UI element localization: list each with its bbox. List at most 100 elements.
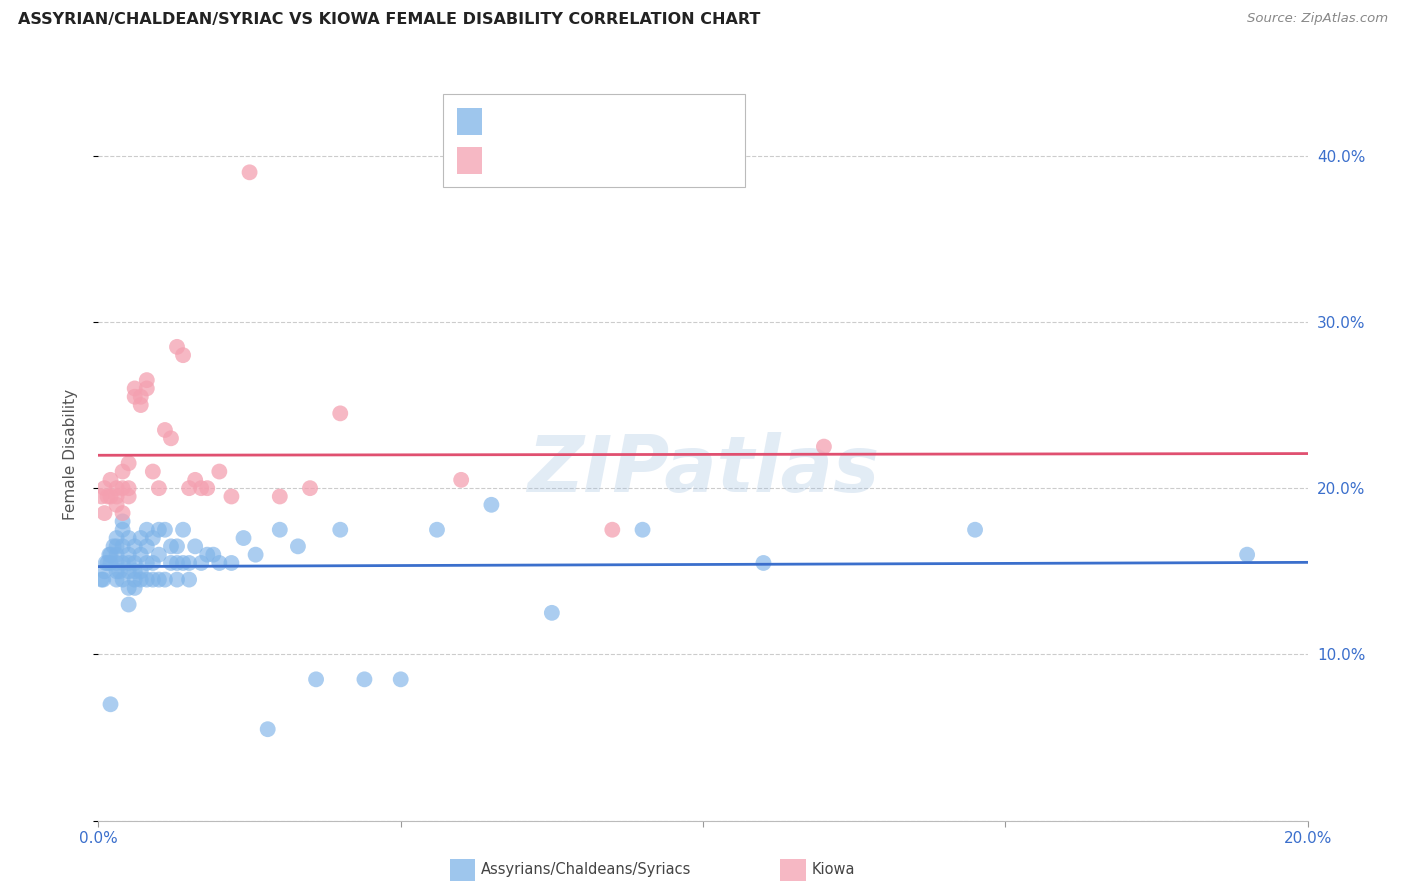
- Point: [96, 490, 118, 504]
- Point: [111, 515, 134, 529]
- Point: [111, 465, 134, 479]
- Point: [202, 548, 225, 562]
- Point: [153, 523, 176, 537]
- Point: [135, 523, 157, 537]
- Point: [118, 456, 141, 470]
- Point: [232, 531, 254, 545]
- Point: [105, 531, 128, 545]
- Point: [124, 381, 146, 395]
- Point: [269, 490, 291, 504]
- Point: [118, 581, 141, 595]
- Point: [142, 573, 165, 587]
- Point: [353, 673, 375, 687]
- Point: [287, 539, 309, 553]
- Point: [172, 556, 194, 570]
- Point: [221, 556, 243, 570]
- Text: Kiowa: Kiowa: [811, 863, 855, 877]
- Text: ZIPatlas: ZIPatlas: [527, 432, 879, 508]
- Point: [166, 340, 188, 354]
- Text: R = 0.074: R = 0.074: [492, 112, 591, 129]
- Point: [96, 556, 118, 570]
- Point: [208, 556, 231, 570]
- Point: [148, 573, 170, 587]
- Point: [195, 548, 218, 562]
- Point: [239, 165, 262, 179]
- Point: [631, 523, 654, 537]
- Point: [118, 598, 141, 612]
- Point: [111, 539, 134, 553]
- Point: [172, 523, 194, 537]
- Point: [135, 373, 157, 387]
- Point: [389, 673, 412, 687]
- Point: [100, 548, 122, 562]
- Point: [148, 523, 170, 537]
- Point: [105, 548, 128, 562]
- Point: [100, 698, 122, 712]
- Point: [160, 556, 183, 570]
- Point: [602, 523, 624, 537]
- Point: [142, 531, 165, 545]
- Point: [135, 573, 157, 587]
- Point: [111, 506, 134, 520]
- Point: [166, 573, 188, 587]
- Point: [450, 473, 472, 487]
- Point: [103, 539, 125, 553]
- Point: [90, 573, 112, 587]
- Point: [129, 573, 152, 587]
- Point: [135, 381, 157, 395]
- Point: [111, 481, 134, 495]
- Point: [118, 481, 141, 495]
- Point: [179, 556, 201, 570]
- Point: [160, 539, 183, 553]
- Point: [269, 523, 291, 537]
- Text: N = 40: N = 40: [633, 151, 700, 169]
- Point: [111, 556, 134, 570]
- Point: [105, 490, 128, 504]
- Point: [752, 556, 775, 570]
- Point: [90, 490, 112, 504]
- Point: [813, 440, 835, 454]
- Point: [221, 490, 243, 504]
- Point: [1236, 548, 1258, 562]
- Point: [190, 481, 212, 495]
- Point: [135, 556, 157, 570]
- Point: [129, 548, 152, 562]
- Point: [148, 548, 170, 562]
- Point: [153, 573, 176, 587]
- Point: [93, 564, 115, 578]
- Point: [124, 556, 146, 570]
- Text: Source: ZipAtlas.com: Source: ZipAtlas.com: [1247, 12, 1388, 25]
- Point: [124, 390, 146, 404]
- Point: [105, 481, 128, 495]
- Point: [245, 548, 267, 562]
- Point: [172, 348, 194, 362]
- Point: [100, 556, 122, 570]
- Point: [118, 556, 141, 570]
- Point: [118, 548, 141, 562]
- Point: [108, 564, 131, 578]
- Point: [184, 539, 207, 553]
- Point: [91, 573, 114, 587]
- Point: [142, 465, 165, 479]
- Point: [105, 539, 128, 553]
- Point: [129, 398, 152, 412]
- Point: [124, 581, 146, 595]
- Point: [256, 723, 278, 737]
- Point: [98, 548, 121, 562]
- Point: [135, 539, 157, 553]
- Point: [105, 573, 128, 587]
- Point: [208, 465, 231, 479]
- Point: [124, 573, 146, 587]
- Point: [105, 564, 128, 578]
- Point: [118, 490, 141, 504]
- Point: [426, 523, 449, 537]
- Point: [148, 481, 170, 495]
- Point: [129, 390, 152, 404]
- Point: [111, 523, 134, 537]
- Point: [166, 539, 188, 553]
- Point: [329, 523, 352, 537]
- Point: [179, 573, 201, 587]
- Point: [111, 573, 134, 587]
- Point: [540, 606, 562, 620]
- Point: [481, 498, 503, 512]
